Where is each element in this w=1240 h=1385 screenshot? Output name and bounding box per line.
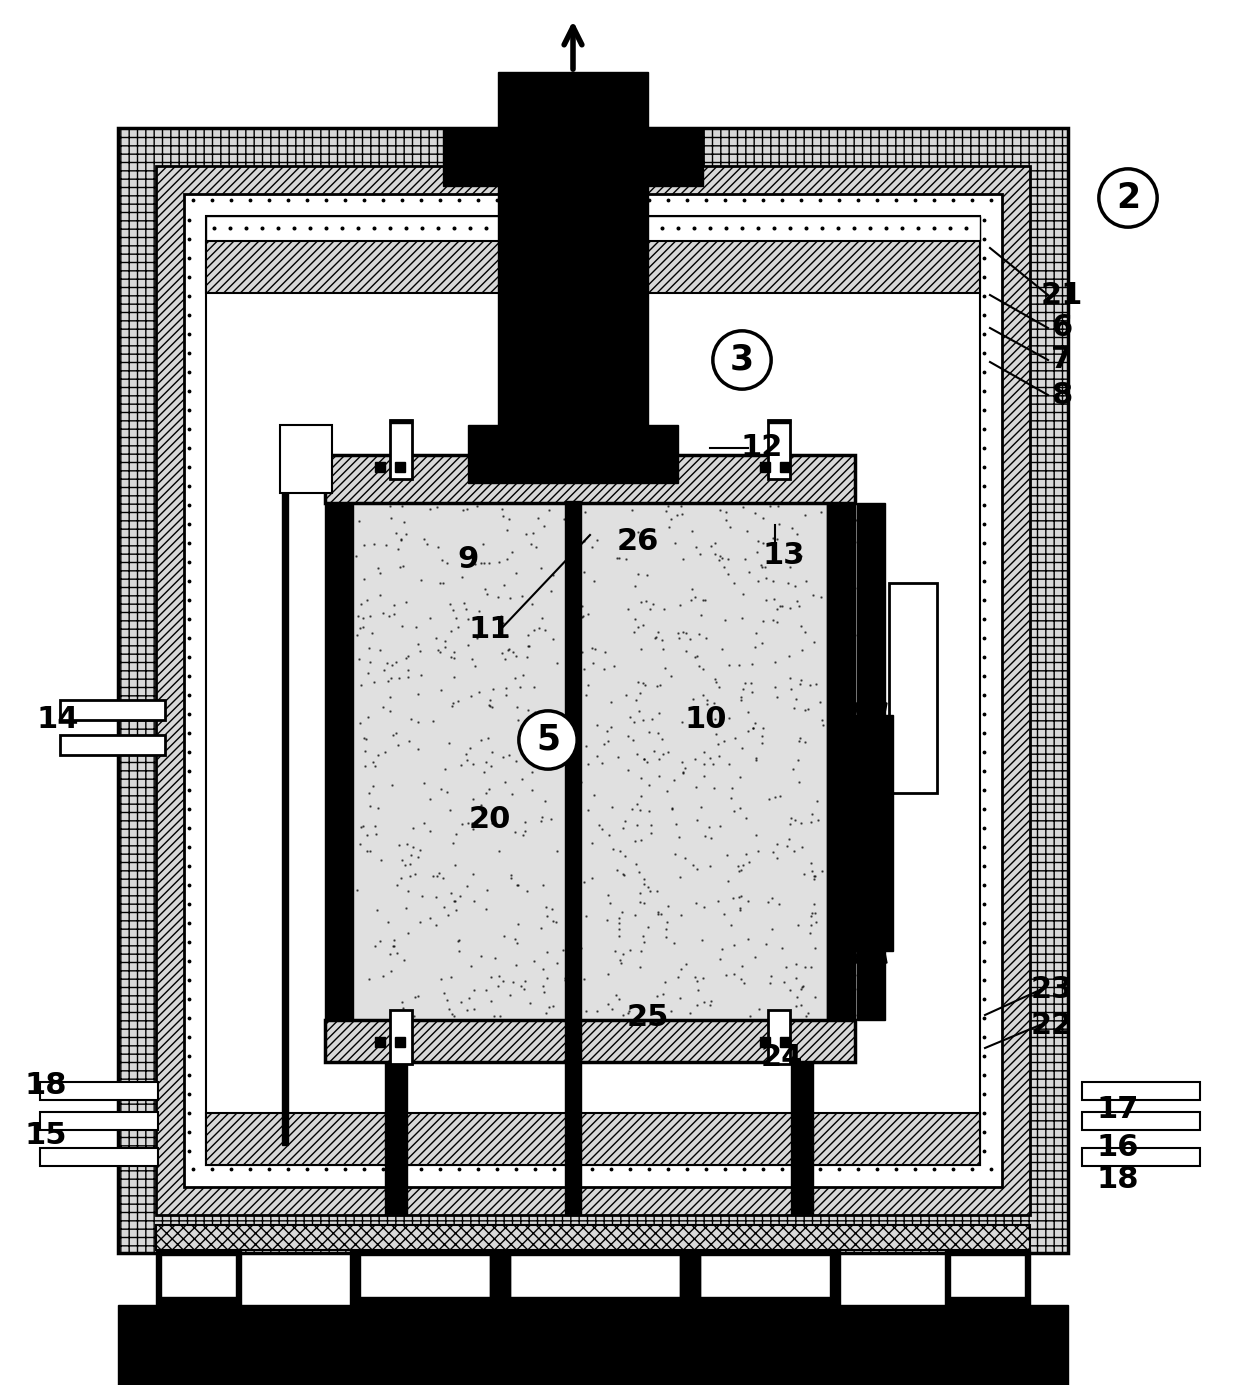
Bar [1083, 1082, 1200, 1100]
Text: 25: 25 [626, 1004, 670, 1032]
Bar [40, 1112, 157, 1130]
Bar [353, 503, 827, 1019]
Bar [849, 715, 859, 951]
Text: 9: 9 [458, 546, 479, 575]
Bar [883, 715, 893, 951]
Bar [945, 1251, 1030, 1305]
Bar [791, 1062, 813, 1215]
Bar [360, 1255, 490, 1296]
Bar [40, 1148, 157, 1166]
Bar [498, 72, 649, 463]
Bar [827, 503, 856, 1019]
Text: 26: 26 [616, 528, 660, 557]
Text: 24: 24 [761, 1043, 804, 1072]
Bar [701, 1255, 830, 1296]
Bar [391, 1010, 412, 1064]
Bar [60, 699, 165, 720]
Text: 27: 27 [551, 438, 593, 467]
Bar [391, 420, 412, 479]
Bar [206, 216, 980, 241]
Text: 19: 19 [554, 1348, 598, 1377]
Bar [350, 1251, 839, 1305]
Bar [281, 425, 288, 1145]
Bar [206, 241, 980, 294]
Text: 18: 18 [1096, 1166, 1140, 1194]
Bar [827, 503, 885, 1019]
Bar [889, 583, 937, 794]
Bar [206, 1114, 980, 1165]
Bar [510, 1255, 680, 1296]
Text: 21: 21 [1040, 281, 1084, 309]
Bar [161, 1255, 236, 1296]
Text: 20: 20 [469, 806, 511, 835]
Text: 7: 7 [1052, 345, 1073, 374]
Bar [156, 166, 1030, 1215]
Bar [443, 127, 703, 186]
Bar [467, 425, 678, 483]
Bar [565, 501, 582, 1022]
Text: 3: 3 [730, 343, 754, 377]
Bar [118, 127, 1068, 1253]
Text: 23: 23 [1030, 975, 1073, 1004]
Bar [950, 1255, 1025, 1296]
Bar [490, 1251, 510, 1305]
Bar [391, 420, 412, 422]
Text: 18: 18 [25, 1071, 67, 1100]
Bar [680, 1251, 701, 1305]
Bar [156, 1251, 241, 1305]
Bar [384, 1062, 407, 1215]
Bar [118, 1305, 1068, 1385]
Polygon shape [856, 922, 887, 963]
Bar [325, 456, 856, 503]
Text: 17: 17 [1097, 1096, 1140, 1125]
Bar [1083, 1148, 1200, 1166]
Bar [768, 420, 790, 479]
Text: 16: 16 [1096, 1133, 1140, 1162]
Text: 5: 5 [536, 723, 560, 758]
Bar [827, 503, 856, 1019]
Bar [156, 166, 1030, 1215]
Polygon shape [856, 704, 887, 742]
Text: 6: 6 [1052, 313, 1073, 342]
Bar [350, 1305, 839, 1385]
Bar [325, 1019, 856, 1062]
Text: 13: 13 [763, 540, 805, 569]
Bar [156, 1224, 1030, 1251]
Bar [280, 425, 332, 493]
Bar [206, 216, 980, 1165]
Bar [184, 194, 1002, 1187]
Bar [861, 742, 880, 922]
Text: 8: 8 [1052, 381, 1073, 410]
Bar [325, 503, 353, 1019]
Bar [768, 420, 790, 422]
Text: 14: 14 [37, 705, 79, 734]
Text: 15: 15 [25, 1120, 67, 1150]
Bar [60, 735, 165, 755]
Bar [1083, 1112, 1200, 1130]
Bar [857, 503, 885, 1019]
Bar [184, 194, 1002, 1187]
Bar [40, 1082, 157, 1100]
Text: 11: 11 [469, 615, 511, 644]
Text: 12: 12 [740, 434, 784, 463]
Text: 22: 22 [1030, 1011, 1073, 1040]
Bar [768, 1010, 790, 1064]
Text: 10: 10 [684, 705, 727, 734]
Text: 2: 2 [1116, 181, 1140, 215]
Bar [565, 1019, 582, 1215]
